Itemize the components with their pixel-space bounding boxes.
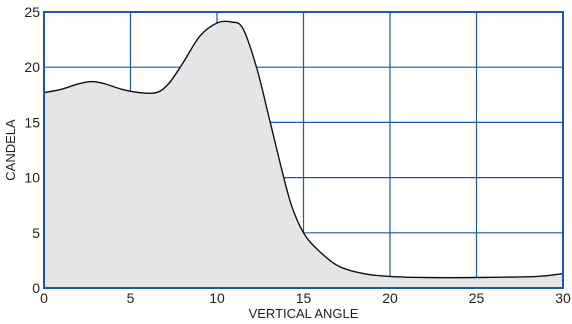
x-axis-label: VERTICAL ANGLE <box>249 306 359 321</box>
y-tick-label-0: 0 <box>32 280 40 296</box>
x-tick-label-25: 25 <box>469 290 485 306</box>
y-tick-label-20: 20 <box>24 59 40 75</box>
x-tick-label-10: 10 <box>209 290 225 306</box>
area-fill <box>44 21 563 288</box>
y-tick-label-25: 25 <box>24 4 40 20</box>
x-tick-label-15: 15 <box>296 290 312 306</box>
x-tick-label-20: 20 <box>382 290 398 306</box>
x-tick-labels: 0 5 10 15 20 25 30 <box>40 290 571 306</box>
y-tick-label-15: 15 <box>24 114 40 130</box>
y-axis-label: CANDELA <box>3 119 18 181</box>
y-tick-label-5: 5 <box>32 225 40 241</box>
y-tick-label-10: 10 <box>24 170 40 186</box>
x-tick-label-30: 30 <box>555 290 571 306</box>
x-tick-label-5: 5 <box>127 290 135 306</box>
y-tick-labels: 0 5 10 15 20 25 <box>24 4 40 296</box>
series-line <box>43 20 564 279</box>
plot-frame <box>43 11 564 289</box>
x-tick-label-0: 0 <box>40 290 48 306</box>
